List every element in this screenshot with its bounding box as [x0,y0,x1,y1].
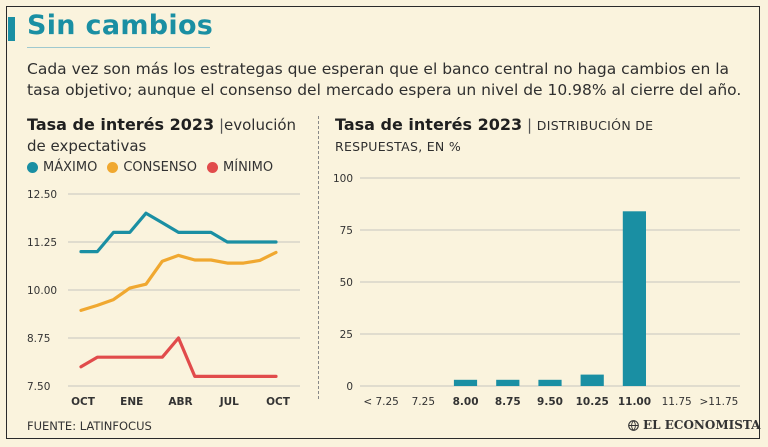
right-chart-title-bold: Tasa de interés 2023 [335,115,523,134]
right-chart-title: Tasa de interés 2023 | DISTRIBUCIÓN DE R… [335,114,665,157]
legend-item-consenso: CONSENSO [107,160,197,175]
left-chart-title-bold: Tasa de interés 2023 [27,115,215,134]
left-y-tick-label: 11.25 [27,237,57,249]
legend-item-maximo: MÁXIMO [27,160,97,175]
brand-globe-icon [628,419,639,431]
left-chart-title-rest: evolución de expectativas [27,116,297,155]
brand-logo: EL ECONOMISTA [628,418,760,432]
right-y-tick-label: 50 [340,277,353,289]
series-line-máximo [79,211,278,254]
left-y-tick-label: 12.50 [27,189,57,201]
title-underline [27,47,210,48]
right-y-tick-label: 100 [333,173,353,185]
right-chart-title-separator: | [526,116,532,134]
bar-800 [453,379,478,386]
right-y-tick-label: 25 [340,329,353,341]
bar-1025 [580,374,604,386]
left-y-tick-label: 10.00 [27,285,57,297]
left-x-tick-label: ABR [168,396,192,408]
legend-label-minimo: MÍNIMO [223,160,274,175]
chart-divider [318,116,319,399]
source-note: FUENTE: LATINFOCUS [27,419,152,433]
right-y-tick-label: 75 [340,225,353,237]
graphic-frame [6,6,760,439]
left-chart-title-separator: | [218,116,224,134]
left-x-tick-label: JUL [219,396,239,408]
right-x-tick-label: < 7.25 [363,396,399,408]
bar-950 [538,379,562,386]
left-y-tick-label: 7.50 [27,381,50,393]
right-x-tick-label: 8.00 [453,396,479,408]
left-chart-legend: MÁXIMO CONSENSO MÍNIMO [27,160,283,175]
page-title: Sin cambios [27,10,214,41]
subtitle: Cada vez son más los estrategas que espe… [27,60,742,99]
right-x-tick-label: 10.25 [576,396,609,408]
right-x-tick-label: 11.00 [618,396,651,408]
right-x-tick-label: >11.75 [699,396,738,408]
left-x-tick-label: ENE [120,396,143,408]
series-line-consenso [79,250,278,312]
legend-label-consenso: CONSENSO [123,160,198,175]
right-x-tick-label: 11.75 [662,396,692,408]
legend-item-minimo: MÍNIMO [207,160,273,175]
left-chart-title: Tasa de interés 2023 |evolución de expec… [27,114,312,157]
legend-label-maximo: MÁXIMO [43,160,98,175]
series-line-mínimo [79,336,278,378]
right-y-tick-label: 0 [346,381,353,393]
legend-swatch-consenso [107,162,119,173]
legend-swatch-maximo [27,162,38,173]
title-accent-bar [8,17,15,41]
right-x-tick-label: 8.75 [495,396,521,408]
right-x-tick-label: 7.25 [412,396,435,408]
left-x-tick-label: OCT [266,396,291,408]
right-x-tick-label: 9.50 [537,396,563,408]
left-y-tick-label: 8.75 [27,333,50,345]
left-x-tick-label: OCT [71,396,96,408]
brand-name: EL ECONOMISTA [643,418,761,432]
right-chart-title-rest: DISTRIBUCIÓN DE RESPUESTAS, EN % [335,118,654,154]
bar-1100 [622,211,646,386]
legend-swatch-minimo [207,162,219,173]
bar-875 [496,379,520,386]
